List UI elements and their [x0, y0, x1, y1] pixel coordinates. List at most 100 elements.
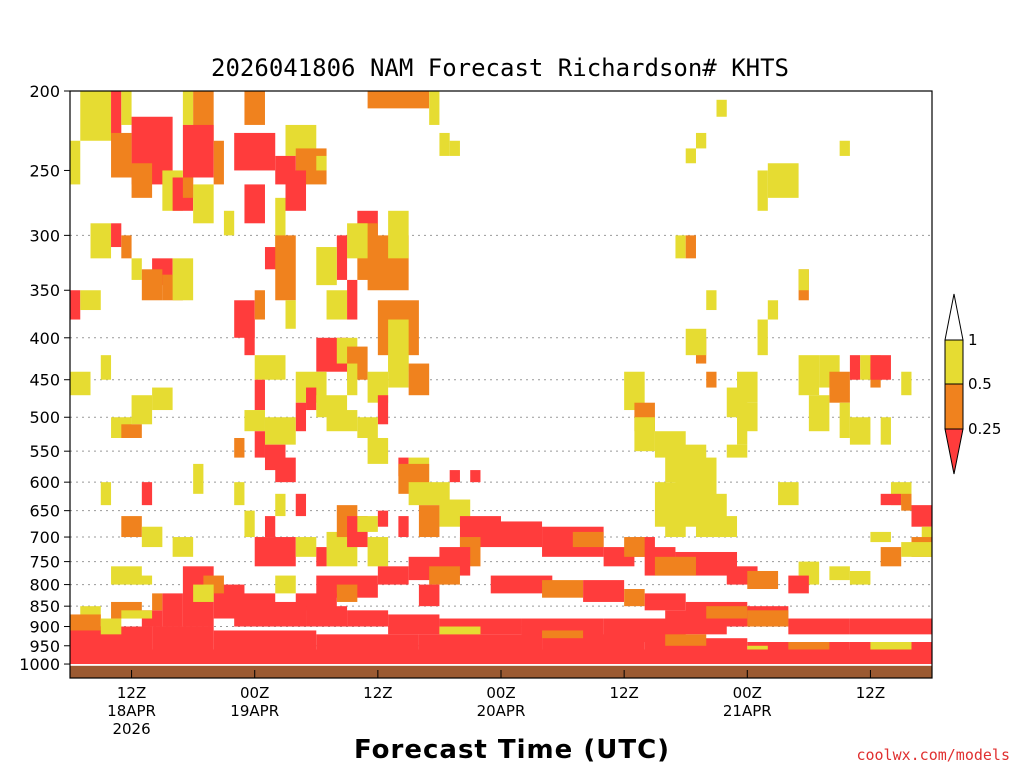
ri-cell: [141, 526, 163, 548]
ri-cell: [336, 584, 358, 602]
ri-cell: [264, 516, 276, 538]
ri-cell: [767, 163, 799, 198]
ri-cell: [911, 505, 932, 527]
ri-cell: [275, 575, 296, 594]
ri-cell: [418, 584, 440, 607]
ri-cell: [193, 584, 214, 602]
y-tick-label-300: 300: [29, 226, 60, 245]
ri-cell: [870, 531, 891, 543]
ri-cell: [275, 493, 286, 517]
ri-cell: [336, 235, 348, 280]
ri-cell: [285, 300, 296, 329]
ri-cell: [542, 580, 584, 598]
ri-cell: [377, 395, 389, 425]
ri-cell: [357, 417, 378, 438]
ri-cell: [254, 355, 286, 380]
y-tick-label-600: 600: [29, 473, 60, 492]
ri-cell: [388, 614, 440, 635]
ri-cell: [808, 395, 830, 432]
ri-cell: [234, 437, 245, 458]
ri-cell: [716, 99, 727, 117]
ri-cell: [182, 124, 214, 178]
ri-cell: [665, 634, 707, 646]
x-tick-label: 2026: [112, 720, 150, 738]
ri-cell: [347, 223, 368, 259]
colorbar-legend: 1 0.5 0.25: [944, 293, 1001, 475]
y-axis-ticks: 200 250 300 350 400 450 500 550 600 650 700 750 800 8…: [19, 82, 70, 674]
ri-cell: [624, 537, 645, 557]
ri-cell: [152, 593, 163, 611]
legend-over-triangle: [944, 293, 964, 341]
ri-cell: [634, 417, 655, 452]
ri-cell: [880, 493, 902, 506]
ri-cell: [254, 431, 265, 458]
ri-cell: [747, 610, 789, 627]
ri-cell: [141, 482, 153, 506]
ri-cell: [706, 606, 748, 619]
ri-cell: [685, 328, 707, 356]
ri-cell: [347, 610, 389, 627]
ri-cell: [100, 618, 122, 635]
ri-cell: [747, 570, 779, 590]
ri-cell: [316, 634, 419, 654]
ri-cell: [285, 417, 296, 445]
ri-cell: [542, 630, 584, 639]
ri-cell: [624, 589, 645, 607]
x-axis-label: Forecast Time (UTC): [354, 735, 670, 765]
ri-cell: [788, 642, 830, 650]
ri-cell: [306, 387, 317, 411]
ri-cell: [244, 410, 265, 432]
ri-cell: [439, 626, 481, 635]
ri-cell: [726, 444, 748, 458]
ri-cell: [223, 210, 235, 236]
ri-cell: [788, 618, 850, 635]
ri-cell: [367, 91, 430, 109]
ri-cell: [316, 247, 337, 286]
richardson-cells: [70, 91, 932, 665]
ri-cell: [901, 542, 932, 557]
ri-cell: [778, 482, 799, 506]
ri-cell: [121, 610, 153, 619]
ri-cell: [706, 290, 717, 311]
ri-cell: [111, 132, 132, 178]
ri-cell: [829, 566, 850, 581]
ri-cell: [121, 516, 142, 538]
x-tick-label: 12Z: [856, 684, 885, 702]
ri-cell: [295, 493, 307, 517]
y-tick-label-1000: 1000: [19, 655, 60, 674]
ri-cell: [398, 516, 409, 538]
ri-cell: [70, 140, 81, 185]
ri-cell: [716, 516, 738, 538]
ri-cell: [131, 575, 153, 585]
ri-cell: [70, 290, 81, 320]
y-tick-label-900: 900: [29, 618, 60, 637]
ri-cell: [870, 642, 912, 650]
ri-cell: [644, 593, 686, 611]
ri-cell: [264, 417, 286, 445]
ri-cell: [182, 177, 194, 198]
ri-cell: [572, 531, 604, 548]
ri-cell: [244, 184, 265, 224]
ri-cell: [849, 355, 861, 380]
ri-cell: [172, 258, 194, 301]
ri-cell: [901, 371, 912, 396]
ri-cell: [880, 547, 902, 567]
x-tick-label: 12Z: [117, 684, 146, 702]
ri-cell: [316, 547, 327, 567]
ri-cell: [654, 556, 696, 576]
ri-cell: [121, 235, 132, 259]
x-tick-label: 18APR: [107, 702, 156, 720]
ri-cell: [921, 526, 932, 548]
ri-cell: [367, 371, 389, 403]
ri-cell: [162, 593, 183, 627]
ri-cell: [244, 510, 255, 538]
y-tick-label-250: 250: [29, 161, 60, 180]
ri-cell: [90, 223, 112, 259]
y-tick-label-700: 700: [29, 528, 60, 547]
y-tick-label-850: 850: [29, 597, 60, 616]
ri-cell: [100, 482, 112, 506]
ri-cell: [501, 521, 543, 548]
ri-cell: [429, 91, 440, 125]
